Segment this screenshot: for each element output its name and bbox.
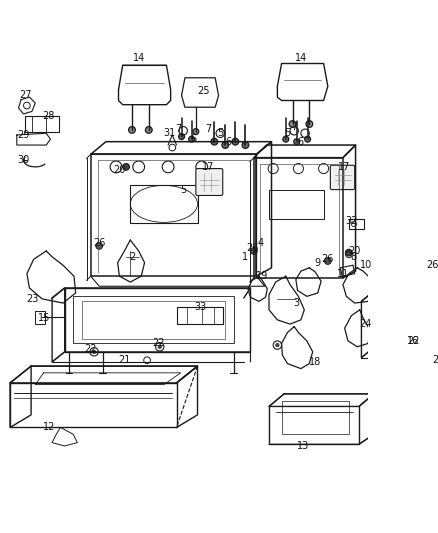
Text: 28: 28 <box>42 111 55 122</box>
Text: 14: 14 <box>133 53 145 62</box>
Circle shape <box>289 120 296 127</box>
Text: 5: 5 <box>217 128 223 138</box>
Text: 31: 31 <box>164 128 176 138</box>
Circle shape <box>283 136 289 142</box>
Text: 5: 5 <box>180 184 186 195</box>
Circle shape <box>435 362 438 365</box>
Text: 19: 19 <box>256 271 268 281</box>
Circle shape <box>193 128 199 134</box>
Circle shape <box>96 243 102 249</box>
Text: 29: 29 <box>18 130 30 140</box>
Text: 16: 16 <box>407 336 420 346</box>
Bar <box>177 307 223 324</box>
Bar <box>378 300 438 341</box>
Text: 23: 23 <box>26 294 38 304</box>
Text: 7: 7 <box>175 124 181 134</box>
Text: 13: 13 <box>297 441 309 451</box>
Text: 32: 32 <box>345 216 357 225</box>
Bar <box>269 190 324 219</box>
Text: 5: 5 <box>284 128 290 138</box>
Bar <box>35 311 46 324</box>
Text: 3: 3 <box>293 298 299 308</box>
Bar <box>25 116 59 132</box>
Text: 14: 14 <box>295 53 307 62</box>
Bar <box>349 219 364 229</box>
Text: 10: 10 <box>360 260 372 270</box>
Circle shape <box>211 139 218 145</box>
Circle shape <box>242 142 249 148</box>
Text: 26: 26 <box>246 244 258 253</box>
Text: 22: 22 <box>432 355 438 365</box>
Text: 17: 17 <box>202 162 215 172</box>
Text: 9: 9 <box>314 258 321 268</box>
Circle shape <box>92 350 96 353</box>
Circle shape <box>158 345 161 349</box>
Circle shape <box>222 142 229 148</box>
Circle shape <box>189 136 194 142</box>
Text: 26: 26 <box>321 254 334 264</box>
Text: 17: 17 <box>339 162 351 172</box>
Circle shape <box>431 264 437 271</box>
Text: 1: 1 <box>242 252 248 262</box>
Text: 6: 6 <box>190 134 196 144</box>
Text: 8: 8 <box>350 252 356 262</box>
Circle shape <box>129 126 135 133</box>
Circle shape <box>232 139 239 145</box>
Text: 4: 4 <box>258 238 264 247</box>
Text: 6: 6 <box>298 136 304 147</box>
Text: 26: 26 <box>93 238 106 247</box>
Bar <box>130 185 198 223</box>
Bar <box>73 296 234 343</box>
Text: 20: 20 <box>349 246 361 256</box>
Text: 15: 15 <box>38 313 50 323</box>
Bar <box>282 401 349 434</box>
Text: 18: 18 <box>309 357 321 367</box>
Circle shape <box>276 343 279 347</box>
Text: 7: 7 <box>205 124 212 134</box>
Circle shape <box>305 136 311 142</box>
Circle shape <box>346 249 352 256</box>
Text: 20: 20 <box>113 165 126 175</box>
Text: 22: 22 <box>85 344 97 354</box>
Circle shape <box>294 139 300 144</box>
Circle shape <box>403 342 407 345</box>
Text: 12: 12 <box>42 423 55 432</box>
Text: 30: 30 <box>18 155 30 165</box>
Circle shape <box>325 257 331 264</box>
Text: 24: 24 <box>360 319 372 329</box>
Bar <box>81 301 225 339</box>
Text: 33: 33 <box>194 302 206 312</box>
Circle shape <box>123 164 130 170</box>
Text: 11: 11 <box>337 269 349 279</box>
Text: 6: 6 <box>226 136 232 147</box>
FancyBboxPatch shape <box>196 168 223 196</box>
Text: 21: 21 <box>118 355 131 365</box>
Text: 25: 25 <box>197 86 210 96</box>
Text: 22: 22 <box>152 338 164 349</box>
Text: 26: 26 <box>427 260 438 270</box>
Circle shape <box>306 120 313 127</box>
Text: 2: 2 <box>130 252 136 262</box>
Circle shape <box>145 126 152 133</box>
Text: 22: 22 <box>407 336 420 346</box>
Text: 7: 7 <box>291 122 297 132</box>
Circle shape <box>179 134 184 140</box>
Text: 27: 27 <box>19 90 32 100</box>
FancyBboxPatch shape <box>330 165 355 190</box>
Circle shape <box>251 248 257 254</box>
